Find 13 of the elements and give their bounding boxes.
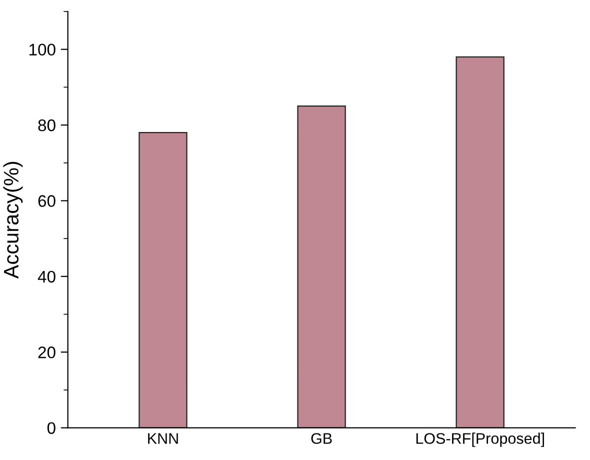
y-axis-title: Accuracy(%) xyxy=(3,162,23,279)
x-tick-label: GB xyxy=(311,433,332,444)
x-tick-label: KNN xyxy=(148,433,178,444)
bar xyxy=(138,132,188,428)
y-tick-label: 20 xyxy=(38,346,56,358)
bar xyxy=(297,106,346,428)
y-tick-label: 0 xyxy=(47,422,56,434)
y-tick-label: 60 xyxy=(38,195,56,207)
x-tick-label: LOS-RF[Proposed] xyxy=(416,432,544,447)
bar xyxy=(456,56,504,428)
y-tick-label: 100 xyxy=(30,44,56,56)
y-tick-label: 80 xyxy=(38,119,56,132)
y-tick-label: 40 xyxy=(38,270,56,283)
